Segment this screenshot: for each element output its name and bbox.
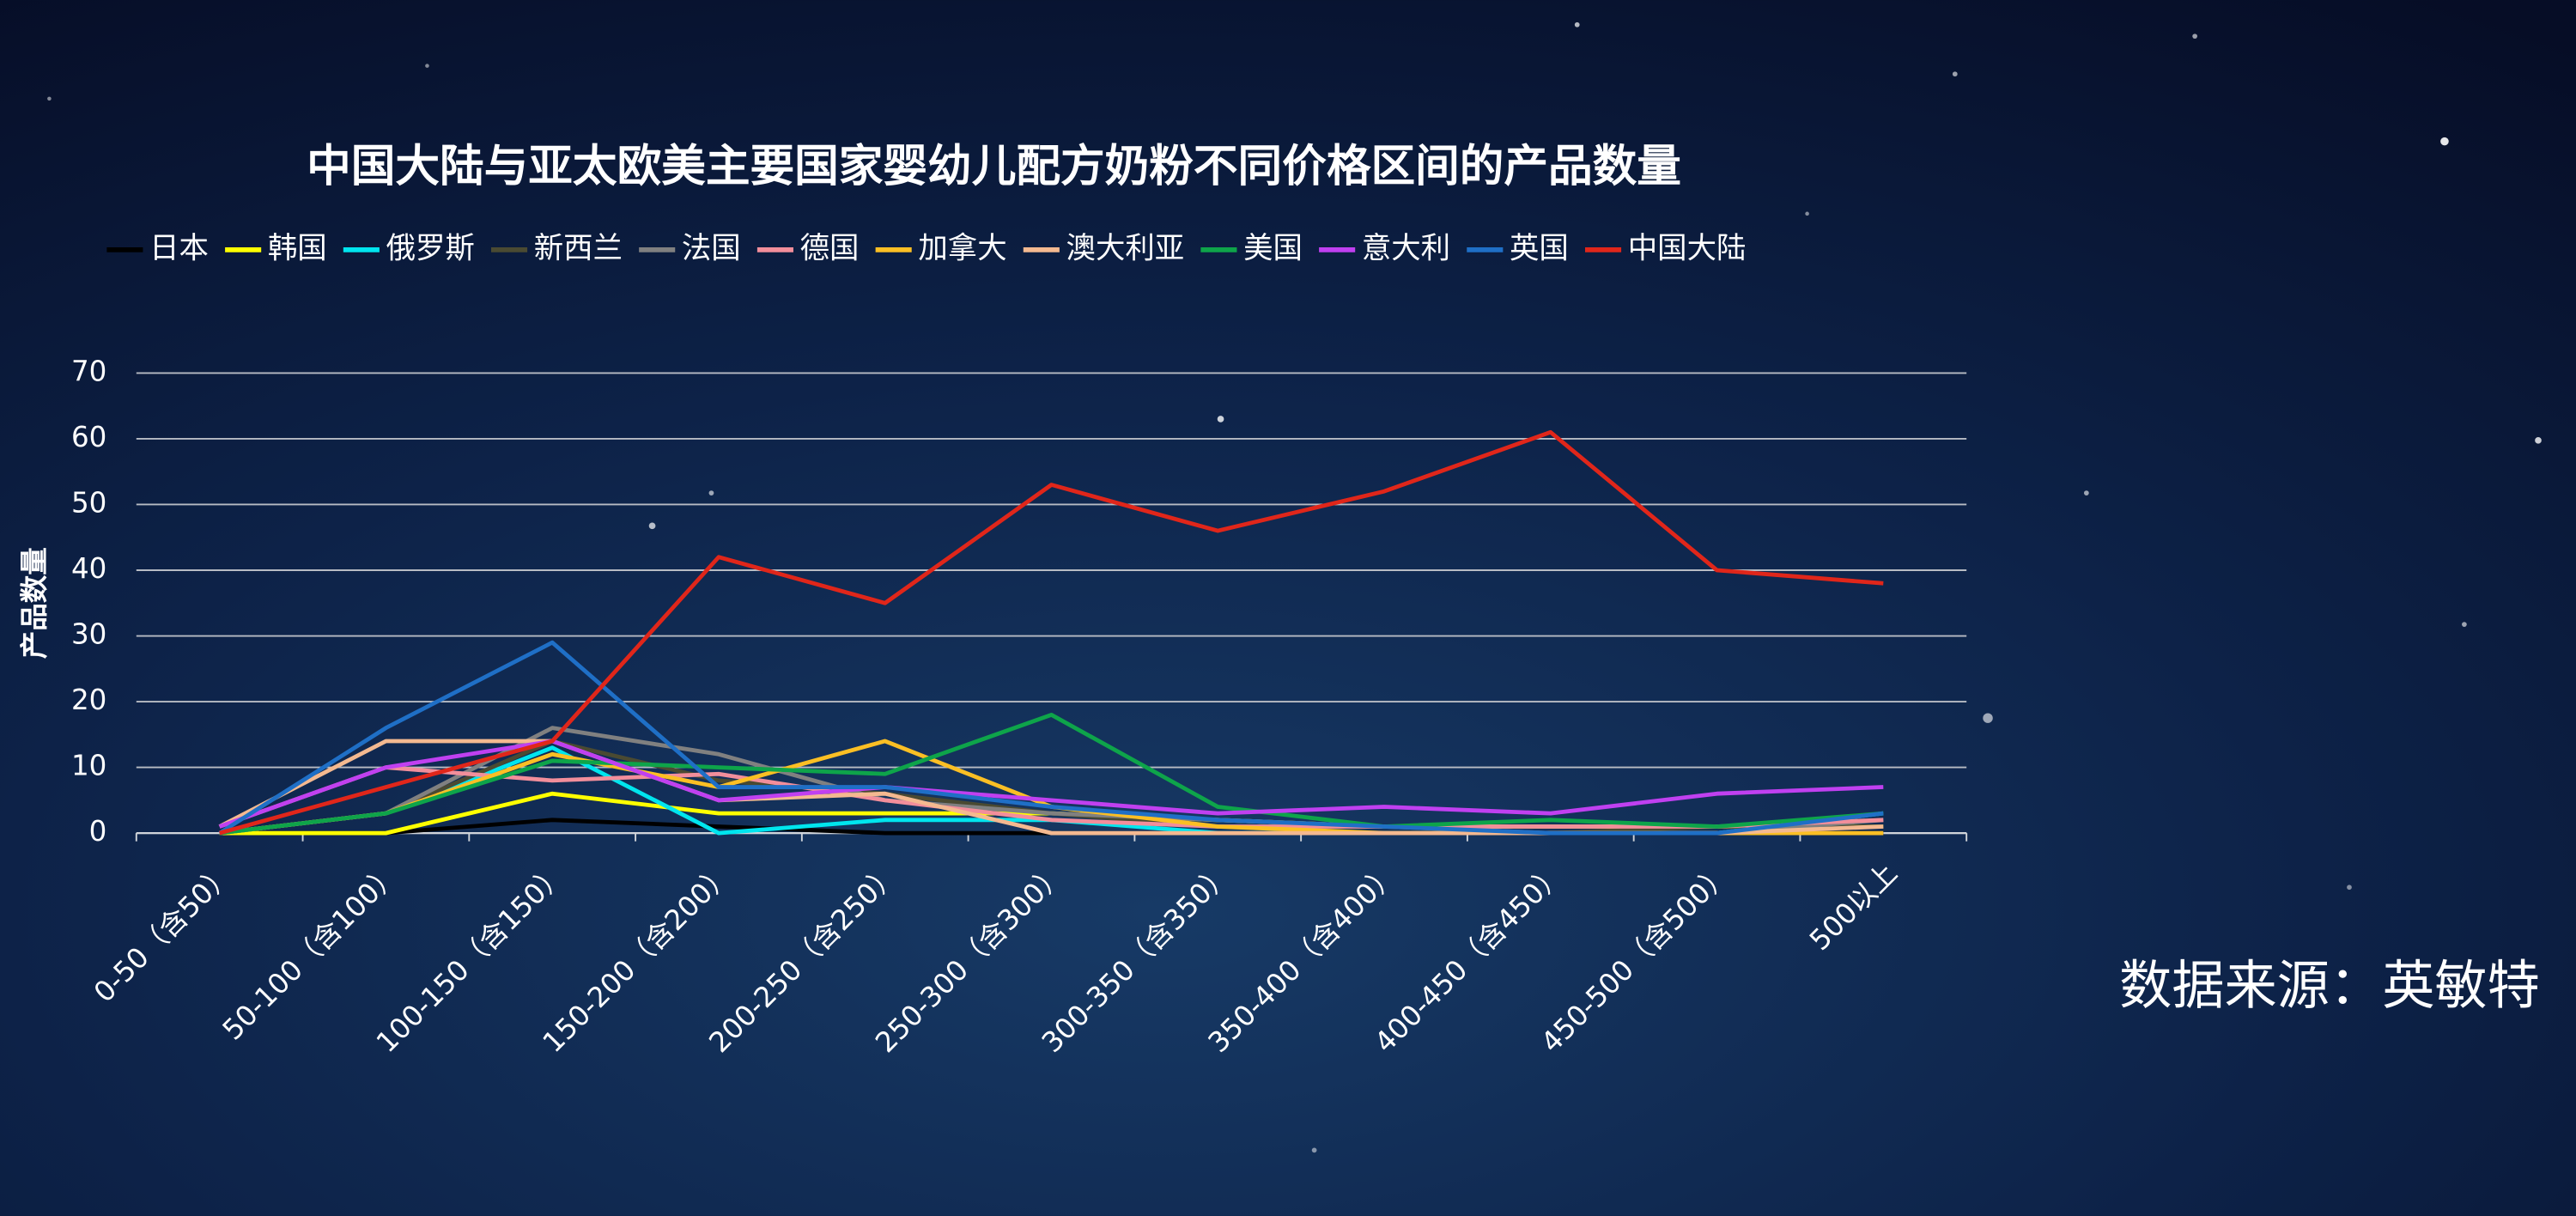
legend-label: 俄罗斯 bbox=[386, 231, 475, 265]
legend-label: 日本 bbox=[149, 231, 209, 265]
legend-label: 美国 bbox=[1243, 231, 1303, 265]
legend-label: 德国 bbox=[800, 231, 860, 265]
series-line bbox=[218, 765, 1884, 829]
legend-label: 澳大利亚 bbox=[1066, 231, 1185, 265]
legend-label: 加拿大 bbox=[918, 231, 1006, 265]
y-tick-label: 10 bbox=[71, 750, 106, 782]
y-tick-label: 20 bbox=[71, 684, 106, 716]
legend-label: 英国 bbox=[1510, 231, 1569, 265]
series-line bbox=[219, 712, 1884, 836]
legend-label: 新西兰 bbox=[534, 231, 623, 265]
y-tick-label: 60 bbox=[71, 421, 106, 453]
legend-label: 中国大陆 bbox=[1628, 231, 1747, 265]
chart-title: 中国大陆与亚太欧美主要国家婴幼儿配方奶粉不同价格区间的产品数量 bbox=[307, 141, 1681, 192]
y-tick-label: 40 bbox=[71, 552, 106, 585]
y-tick-label: 30 bbox=[71, 618, 106, 651]
series-line bbox=[218, 739, 1884, 829]
series-line bbox=[219, 429, 1884, 836]
legend-label: 韩国 bbox=[268, 231, 327, 265]
y-axis-label: 产品数量 bbox=[18, 547, 51, 659]
legend-label: 法国 bbox=[682, 231, 741, 265]
source-note: 数据来源：英敏特 bbox=[2119, 955, 2540, 1016]
y-tick-label: 0 bbox=[89, 815, 107, 848]
y-tick-label: 50 bbox=[71, 486, 106, 519]
y-tick-label: 70 bbox=[71, 355, 106, 387]
series-line bbox=[218, 640, 1884, 836]
stars bbox=[47, 21, 2542, 1153]
legend-label: 意大利 bbox=[1362, 231, 1450, 265]
legend: 日本 韩国 俄罗斯 新西兰 法国 德国 加拿大 澳大利亚 美国 意大利 英国 中国大陆 bbox=[106, 231, 1746, 265]
